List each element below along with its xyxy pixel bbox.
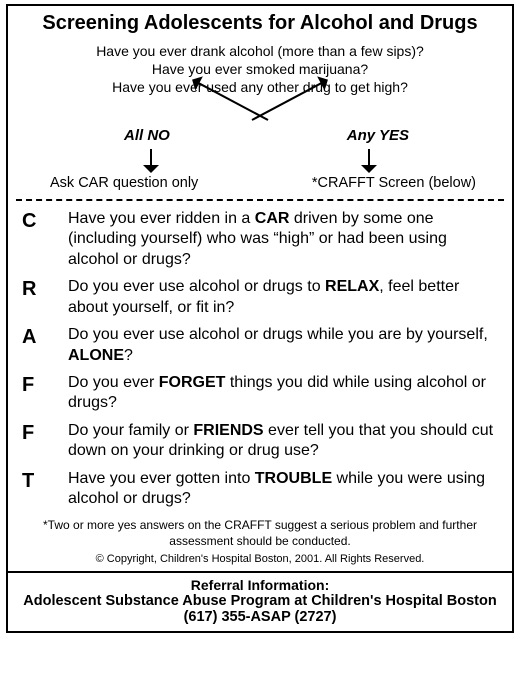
crafft-question: Do you ever use alcohol or drugs to RELA…: [68, 277, 498, 318]
screening-q-2: Have you ever smoked marijuana?: [16, 61, 504, 79]
crafft-letter: F: [22, 373, 68, 414]
referral-section: Referral Information: Adolescent Substan…: [8, 573, 512, 631]
branch-right-label: Any YES: [347, 127, 409, 144]
crafft-row: A Do you ever use alcohol or drugs while…: [22, 325, 498, 366]
outcome-left: Ask CAR question only: [50, 175, 198, 191]
crafft-letter: T: [22, 469, 68, 510]
crafft-question: Do your family or FRIENDS ever tell you …: [68, 421, 498, 462]
arrow-down-left-icon: [150, 149, 152, 169]
crafft-letter: C: [22, 209, 68, 270]
referral-title: Referral Information:: [14, 577, 506, 593]
copyright: © Copyright, Children's Hospital Boston,…: [16, 553, 504, 565]
arrow-down-right-icon: [368, 149, 370, 169]
crafft-question: Do you ever use alcohol or drugs while y…: [68, 325, 498, 366]
crafft-row: F Do your family or FRIENDS ever tell yo…: [22, 421, 498, 462]
crafft-question: Do you ever FORGET things you did while …: [68, 373, 498, 414]
top-section: Screening Adolescents for Alcohol and Dr…: [8, 6, 512, 573]
crafft-question: Have you ever ridden in a CAR driven by …: [68, 209, 498, 270]
divider-dashed: [16, 199, 504, 201]
screening-q-1: Have you ever drank alcohol (more than a…: [16, 43, 504, 61]
screening-card: Screening Adolescents for Alcohol and Dr…: [6, 4, 514, 633]
flowchart: All NO Any YES Ask CAR question only *CR…: [16, 105, 504, 195]
crafft-row: T Have you ever gotten into TROUBLE whil…: [22, 469, 498, 510]
crafft-row: C Have you ever ridden in a CAR driven b…: [22, 209, 498, 270]
outcome-right: *CRAFFT Screen (below): [312, 175, 476, 191]
crafft-row: F Do you ever FORGET things you did whil…: [22, 373, 498, 414]
referral-program: Adolescent Substance Abuse Program at Ch…: [14, 593, 506, 609]
screening-questions: Have you ever drank alcohol (more than a…: [16, 43, 504, 97]
crafft-letter: A: [22, 325, 68, 366]
screening-q-3: Have you ever used any other drug to get…: [16, 79, 504, 97]
crafft-letter: F: [22, 421, 68, 462]
branch-left-label: All NO: [124, 127, 170, 144]
crafft-list: C Have you ever ridden in a CAR driven b…: [16, 209, 504, 510]
referral-phone: (617) 355-ASAP (2727): [14, 609, 506, 625]
crafft-question: Have you ever gotten into TROUBLE while …: [68, 469, 498, 510]
page-title: Screening Adolescents for Alcohol and Dr…: [16, 12, 504, 35]
footnote: *Two or more yes answers on the CRAFFT s…: [16, 517, 504, 549]
crafft-letter: R: [22, 277, 68, 318]
crafft-row: R Do you ever use alcohol or drugs to RE…: [22, 277, 498, 318]
